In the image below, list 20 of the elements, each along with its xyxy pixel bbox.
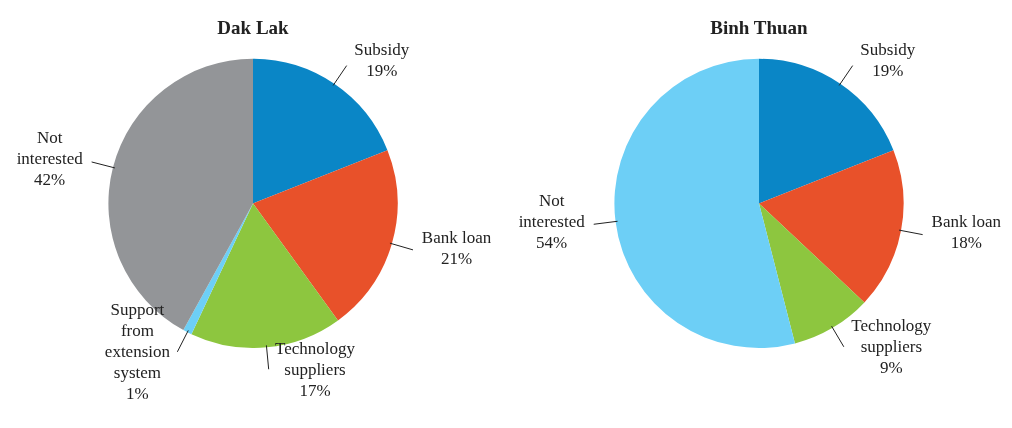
slice-label: Not interested bbox=[518, 191, 586, 232]
data-label: 18% bbox=[950, 233, 982, 253]
chart-title: Binh Thuan bbox=[710, 17, 809, 39]
slice-label: Bank loan bbox=[931, 212, 1002, 232]
data-label: 17% bbox=[299, 380, 331, 400]
slice-label: Technology suppliers bbox=[274, 338, 356, 379]
slice-label: Not interested bbox=[16, 127, 84, 168]
slice-label: Technology suppliers bbox=[851, 315, 932, 356]
data-label: 42% bbox=[34, 169, 66, 189]
slice-label: Subsidy bbox=[860, 40, 916, 60]
data-label: 19% bbox=[872, 61, 904, 81]
slice-label: Bank loan bbox=[421, 227, 492, 247]
data-label: 19% bbox=[366, 61, 398, 81]
data-label: 9% bbox=[880, 357, 903, 377]
data-label: 54% bbox=[536, 233, 568, 253]
data-label: 1% bbox=[126, 383, 149, 403]
slice-label: Subsidy bbox=[354, 40, 410, 60]
chart-title: Dak Lak bbox=[217, 17, 290, 39]
data-label: 21% bbox=[440, 248, 473, 268]
slice-label: Support from extension system bbox=[104, 299, 171, 382]
